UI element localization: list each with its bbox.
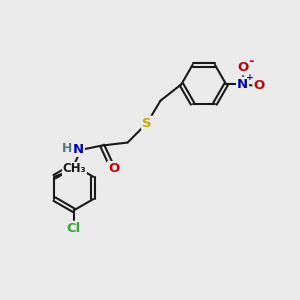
- Text: O: O: [237, 61, 248, 74]
- Text: CH₃: CH₃: [63, 163, 86, 176]
- Text: +: +: [246, 73, 254, 82]
- Text: Cl: Cl: [67, 222, 81, 235]
- Text: H: H: [62, 142, 73, 155]
- Text: N: N: [237, 78, 248, 91]
- Text: -: -: [249, 55, 254, 68]
- Text: O: O: [254, 79, 265, 92]
- Text: O: O: [108, 162, 119, 175]
- Text: S: S: [142, 117, 152, 130]
- Text: N: N: [73, 143, 84, 156]
